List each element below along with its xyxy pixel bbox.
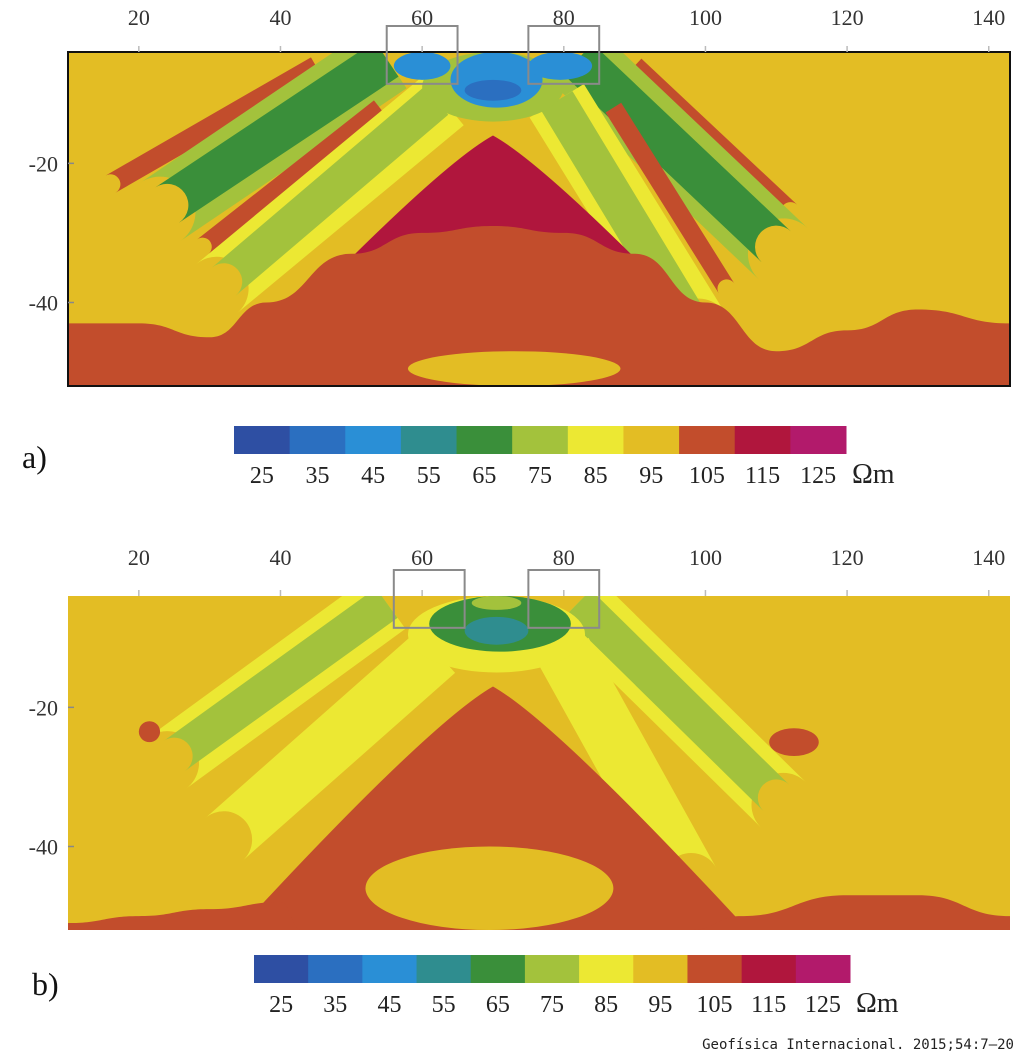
resistivity-blob-14 [464, 79, 522, 101]
panel-b: 20 40 60 80 100 120 140 -20 -40 b) 25 35 45 55 65 75… [29, 545, 1010, 1019]
colorbar-swatch [308, 955, 363, 983]
survey-box-0 [385, 25, 459, 85]
colorbar-tick-label: 55 [417, 463, 441, 489]
colorbar-tick-label: 65 [472, 463, 496, 489]
colorbar-tick-label: 85 [594, 992, 618, 1018]
x-tick-label: 20 [128, 5, 150, 30]
x-tick-label: 120 [831, 545, 864, 570]
source-credit: Geofísica Internacional. 2015;54:7–20 [698, 1036, 1018, 1054]
x-tick-label: 80 [553, 545, 575, 570]
colorbar-tick-label: 55 [432, 992, 456, 1018]
colorbar-swatch [687, 955, 743, 983]
colorbar-tick-label: 25 [269, 992, 293, 1018]
colorbar-swatch [633, 955, 688, 983]
colorbar-tick-label: 65 [486, 992, 510, 1018]
colorbar-tick-label: 125 [800, 463, 836, 489]
panel-a: 20 40 60 80 100 120 140 -20 -40 a) 25 35 45 55 65 75… [22, 5, 1011, 490]
colorbar-tick-label: 105 [697, 992, 733, 1018]
plot-frame-a [67, 51, 1011, 387]
colorbar-swatch [400, 426, 458, 454]
colorbar-tick-label: 115 [745, 463, 780, 489]
colorbar-unit: Ωm [852, 459, 895, 490]
x-tick-label: 40 [269, 5, 291, 30]
resistivity-blob-15 [393, 52, 451, 80]
colorbar-swatch [512, 426, 569, 454]
resistivity-blob-19 [407, 351, 621, 386]
colorbar-swatch [234, 426, 291, 454]
x-tick-label: 20 [128, 545, 150, 570]
colorbar-tick-label: 35 [323, 992, 347, 1018]
y-tick-label: -20 [29, 695, 58, 720]
colorbar-swatch [795, 955, 851, 983]
x-tick-label: 100 [689, 5, 722, 30]
colorbar-tick-label: 105 [689, 463, 725, 489]
colorbar-tick-label: 115 [751, 992, 786, 1018]
colorbar-tick-label: 75 [528, 463, 552, 489]
resistivity-blob-16 [365, 846, 614, 930]
colorbar-tick-label: 75 [540, 992, 564, 1018]
colorbar-swatch [579, 955, 634, 983]
y-tick-label: -40 [29, 291, 58, 316]
colorbar-tick-label: 35 [305, 463, 329, 489]
x-tick-label: 120 [831, 5, 864, 30]
panel-label-a: a) [22, 439, 47, 475]
resistivity-band-1 [163, 596, 398, 771]
y-tick-label: -20 [29, 151, 58, 176]
colorbar-tick-label: 85 [584, 463, 608, 489]
colorbar-swatch [416, 955, 472, 983]
x-tick-label: 60 [411, 545, 433, 570]
resistivity-band-3 [155, 52, 399, 223]
colorbar-tick-label: 125 [805, 992, 841, 1018]
colorbar-tick-label: 45 [361, 463, 385, 489]
x-tick-label: 140 [972, 545, 1005, 570]
survey-box-0 [392, 569, 466, 629]
x-tick-label: 60 [411, 5, 433, 30]
colorbar-swatch [623, 426, 680, 454]
colorbar-tick-label: 95 [648, 992, 672, 1018]
x-tick-label: 100 [689, 545, 722, 570]
resistivity-blob-8 [471, 596, 522, 610]
x-tick-label: 40 [269, 545, 291, 570]
resistivity-wedge-13 [237, 686, 748, 930]
x-tick-label: 80 [553, 5, 575, 30]
resistivity-blob-9 [464, 616, 529, 645]
resistivity-basement-18 [68, 225, 1010, 386]
resistivity-band-0 [105, 57, 321, 193]
survey-box-1 [527, 569, 601, 629]
resistivity-blob-10 [138, 721, 161, 743]
colorbar-tick-label: 45 [377, 992, 401, 1018]
survey-box-1 [527, 25, 601, 85]
colorbar-swatch [741, 955, 797, 983]
colorbar-swatch [254, 955, 309, 983]
resistivity-band-9 [211, 86, 449, 296]
colorbar-swatch [470, 955, 526, 983]
colorbar-swatch [734, 426, 791, 454]
colorbar-swatch [362, 955, 418, 983]
panel-label-b: b) [32, 966, 59, 1002]
colorbar-swatch [289, 426, 346, 454]
y-tick-label: -40 [29, 835, 58, 860]
resistivity-blob-11 [769, 728, 819, 757]
colorbar-swatch [345, 426, 402, 454]
resistivity-blob-16 [528, 52, 593, 80]
resistivity-band-4 [205, 630, 456, 861]
resistivity-band-3 [565, 596, 790, 811]
resistivity-band-7 [605, 102, 735, 294]
x-tick-label: 140 [972, 5, 1005, 30]
colorbar-tick-label: 25 [250, 463, 274, 489]
colorbar-swatch [567, 426, 624, 454]
colorbar-swatch [790, 426, 847, 454]
resistivity-band-5 [539, 637, 717, 896]
colorbar-swatch [679, 426, 736, 454]
colorbar-unit: Ωm [856, 988, 899, 1019]
resistivity-basement-15 [691, 895, 1010, 930]
colorbar-swatch [456, 426, 513, 454]
resistivity-basement-14 [68, 902, 302, 930]
colorbar-swatch [524, 955, 580, 983]
colorbar-tick-label: 95 [639, 463, 663, 489]
resistivity-band-6 [196, 100, 386, 255]
